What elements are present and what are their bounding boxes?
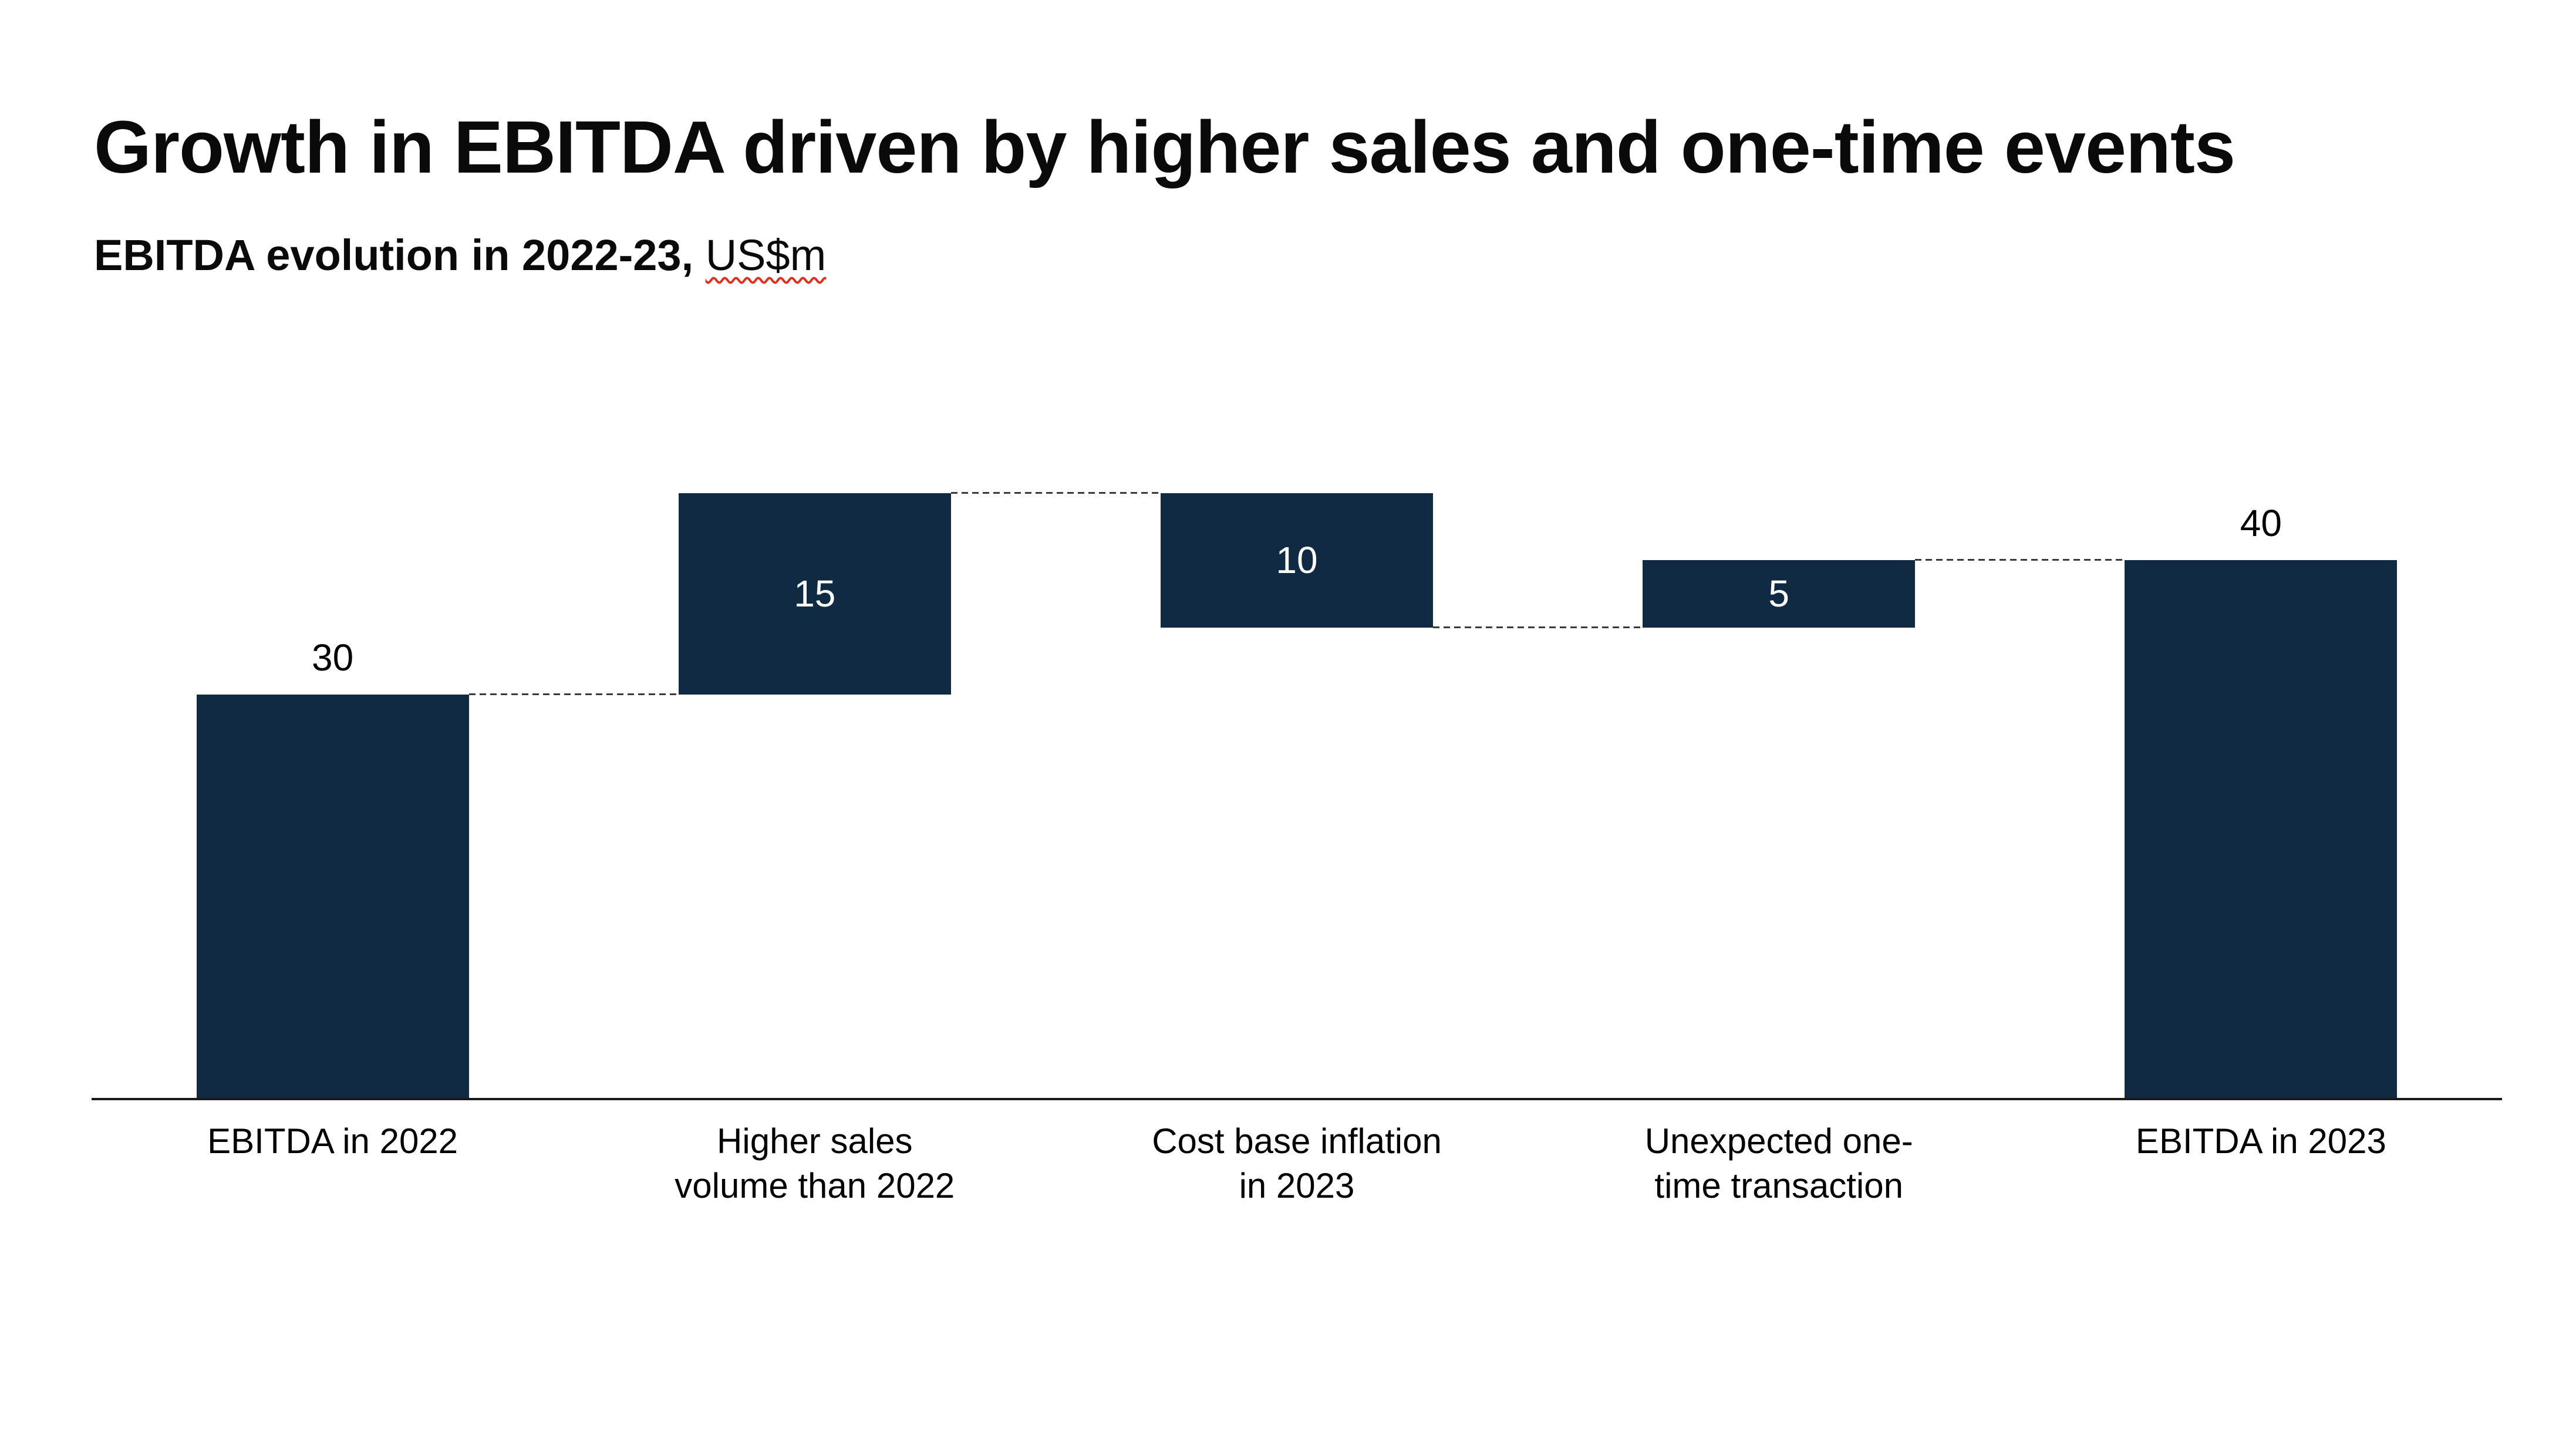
bar-value-label: 5 (1768, 572, 1789, 615)
bar-value-label: 30 (312, 636, 354, 679)
chart-title: Growth in EBITDA driven by higher sales … (94, 106, 2236, 188)
category-label-5: EBITDA in 2023 (2135, 1121, 2386, 1161)
waterfall-bar-1 (196, 695, 469, 1098)
category-label-1: EBITDA in 2022 (207, 1121, 458, 1161)
bar-value-label: 15 (794, 572, 836, 615)
connector-line (1433, 626, 1643, 628)
bar-value-label: 40 (2240, 502, 2282, 544)
category-label-3: Cost base inflation in 2023 (1152, 1121, 1442, 1205)
connector-line (468, 693, 679, 695)
chart-subtitle-text: EBITDA evolution in 2022-23, (94, 231, 694, 279)
connector-line (1915, 559, 2125, 561)
x-axis-line (92, 1098, 2502, 1100)
waterfall-bar-3: 10 (1161, 493, 1433, 628)
connector-line (950, 491, 1161, 494)
chart-subtitle-unit: US$m (705, 231, 827, 279)
waterfall-bar-4: 5 (1643, 560, 1916, 628)
waterfall-bar-2: 15 (678, 493, 951, 695)
bar-value-label: 10 (1276, 539, 1318, 581)
category-label-2: Higher sales volume than 2022 (675, 1121, 955, 1205)
category-label-4: Unexpected one-time transaction (1644, 1121, 1913, 1205)
chart-subtitle: EBITDA evolution in 2022-23, US$m (94, 230, 826, 280)
waterfall-bar-5 (2125, 560, 2398, 1098)
